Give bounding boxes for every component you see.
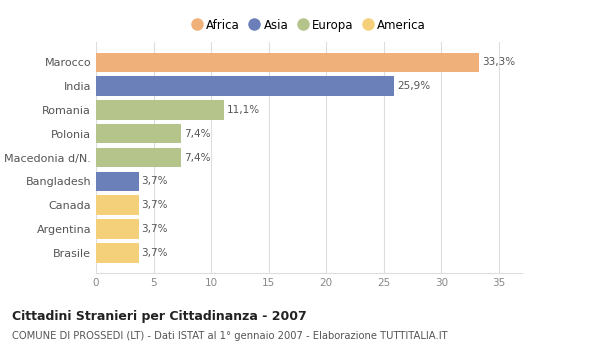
Bar	[96, 100, 224, 120]
Text: 3,7%: 3,7%	[142, 200, 168, 210]
Bar	[96, 195, 139, 215]
Text: 3,7%: 3,7%	[142, 176, 168, 186]
Bar	[96, 219, 139, 239]
Text: 7,4%: 7,4%	[184, 153, 211, 162]
Text: 7,4%: 7,4%	[184, 129, 211, 139]
Bar	[96, 148, 181, 167]
Bar	[96, 76, 394, 96]
Text: 33,3%: 33,3%	[482, 57, 515, 67]
Text: 11,1%: 11,1%	[227, 105, 260, 115]
Bar	[96, 52, 479, 72]
Bar	[96, 172, 139, 191]
Legend: Africa, Asia, Europa, America: Africa, Asia, Europa, America	[188, 15, 430, 36]
Bar	[96, 124, 181, 144]
Text: 3,7%: 3,7%	[142, 224, 168, 234]
Text: 25,9%: 25,9%	[397, 81, 430, 91]
Bar	[96, 243, 139, 262]
Text: 3,7%: 3,7%	[142, 248, 168, 258]
Text: COMUNE DI PROSSEDI (LT) - Dati ISTAT al 1° gennaio 2007 - Elaborazione TUTTITALI: COMUNE DI PROSSEDI (LT) - Dati ISTAT al …	[12, 331, 448, 341]
Text: Cittadini Stranieri per Cittadinanza - 2007: Cittadini Stranieri per Cittadinanza - 2…	[12, 310, 307, 323]
